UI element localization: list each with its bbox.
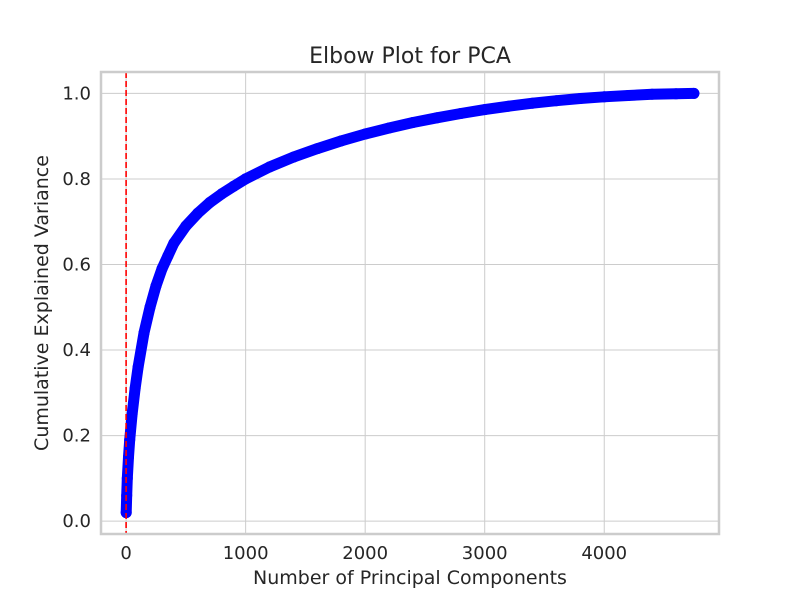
data-point <box>574 93 586 104</box>
data-point <box>120 507 132 519</box>
data-point <box>168 237 180 249</box>
data-point <box>407 117 419 128</box>
data-point <box>129 383 141 395</box>
chart-title: Elbow Plot for PCA <box>309 44 511 69</box>
x-tick-labels: 0 1000 2000 3000 4000 <box>120 543 627 564</box>
data-point <box>180 220 192 232</box>
y-tick-labels: 0.0 0.2 0.4 0.6 0.8 1.0 <box>62 83 91 532</box>
data-point <box>123 451 134 463</box>
data-point <box>288 151 299 163</box>
data-point <box>527 97 538 109</box>
data-point <box>359 128 371 140</box>
data-point <box>124 434 136 446</box>
data-point <box>144 301 156 313</box>
data-point <box>550 95 562 107</box>
data-point <box>121 472 133 484</box>
y-tick-label: 0.8 <box>62 169 91 190</box>
data-point <box>335 135 347 147</box>
data-point <box>150 280 162 292</box>
data-point <box>162 250 174 262</box>
data-point <box>138 327 150 339</box>
data-point <box>503 100 515 112</box>
data-point <box>646 88 658 100</box>
series-layer <box>120 87 700 519</box>
data-point <box>264 161 275 173</box>
x-tick-label: 2000 <box>342 543 388 564</box>
y-axis-title: Cumulative Explained Variance <box>31 155 53 451</box>
data-point <box>216 188 228 200</box>
data-point <box>622 90 634 101</box>
plot-frame <box>99 70 721 536</box>
data-point <box>670 88 682 100</box>
data-point <box>156 263 168 275</box>
y-tick-label: 0.4 <box>62 340 91 361</box>
data-point <box>383 122 395 134</box>
x-tick-label: 4000 <box>581 543 627 564</box>
data-point <box>479 104 491 116</box>
data-point <box>204 197 216 208</box>
y-tick-label: 0.6 <box>62 255 91 276</box>
data-point <box>228 180 240 192</box>
data-point <box>688 87 700 99</box>
x-axis-title: Number of Principal Components <box>253 567 567 589</box>
x-tick-label: 3000 <box>462 543 508 564</box>
data-point <box>431 112 443 124</box>
x-tick-label: 1000 <box>223 543 269 564</box>
data-point <box>311 143 323 155</box>
plot-area <box>101 72 719 534</box>
y-tick-label: 0.2 <box>62 426 91 447</box>
y-tick-label: 0.0 <box>62 511 91 532</box>
data-point <box>598 91 610 103</box>
data-point <box>240 173 252 185</box>
data-point <box>455 108 467 119</box>
data-point <box>192 207 204 219</box>
x-tick-label: 0 <box>120 543 131 564</box>
data-point <box>132 361 144 373</box>
data-point <box>126 408 138 420</box>
y-tick-label: 1.0 <box>62 83 91 104</box>
